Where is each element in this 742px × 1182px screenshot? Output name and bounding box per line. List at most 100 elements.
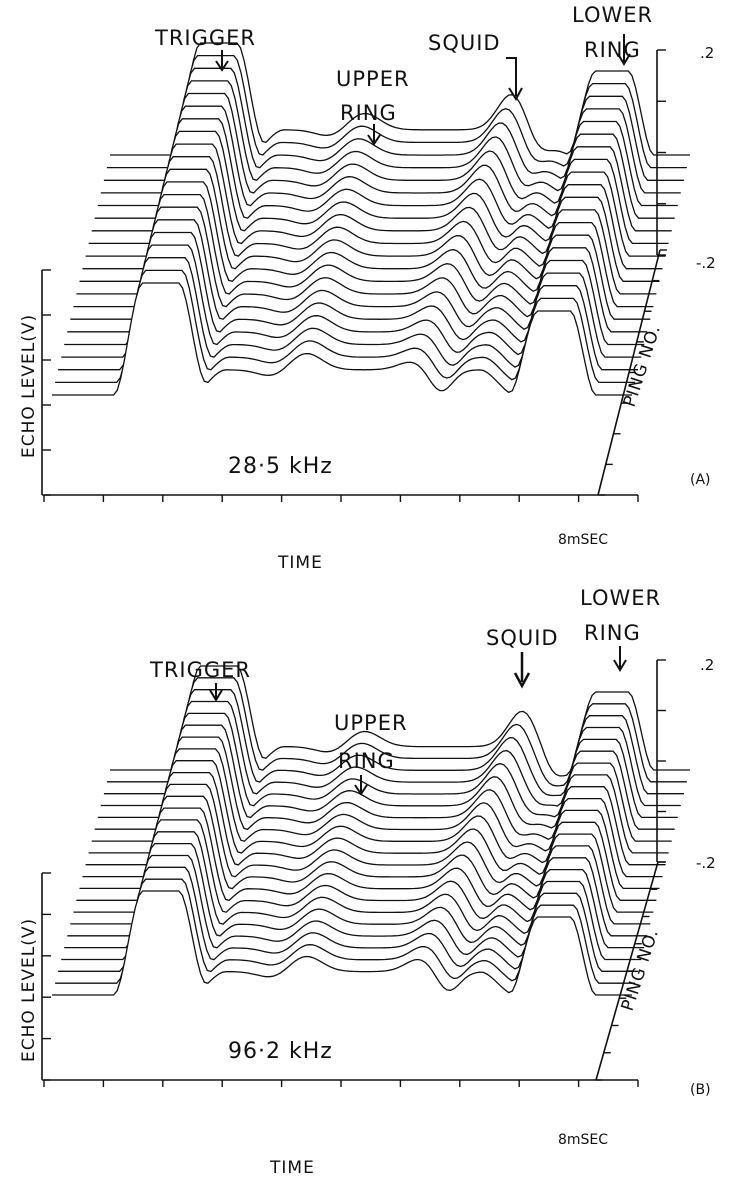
- upper-ring-arrow: [354, 775, 368, 796]
- ping-trace: [110, 42, 690, 156]
- y-axis-title: ECHO LEVEL(V): [19, 918, 39, 1062]
- y-axis-title: ECHO LEVEL(V): [19, 314, 39, 458]
- x-axis-title: TIME: [277, 553, 323, 573]
- squid-arrow: [506, 57, 523, 101]
- ping-trace: [91, 118, 672, 232]
- trace-mask: [82, 772, 663, 879]
- upper-ring-label: UPPER: [334, 711, 408, 735]
- ping-traces: [52, 42, 690, 397]
- y-tick-label: -.2: [696, 254, 716, 272]
- trace-mask: [110, 43, 690, 157]
- ping-trace: [61, 854, 642, 961]
- y-tick-label: .2: [700, 656, 714, 674]
- ping-trace: [85, 760, 666, 866]
- ping-trace: [94, 105, 675, 219]
- ping-trace: [88, 748, 669, 854]
- x-axis-end-label: 8mSEC: [558, 532, 608, 548]
- trigger-arrow: [215, 50, 229, 72]
- trigger-label: TRIGGER: [149, 658, 251, 682]
- trigger-arrow: [209, 683, 223, 702]
- ping-trace: [103, 67, 684, 181]
- trace-mask: [58, 257, 639, 372]
- ping-trace: [70, 819, 651, 925]
- trigger-label: TRIGGER: [154, 26, 256, 50]
- ping-trace: [97, 712, 678, 819]
- ping-trace: [61, 244, 642, 358]
- ping-trace: [88, 130, 669, 245]
- trace-mask: [64, 843, 645, 950]
- trace-mask: [55, 270, 636, 385]
- ping-trace: [58, 866, 639, 972]
- squid-arrow: [513, 652, 531, 689]
- trace-mask: [73, 194, 654, 309]
- upper-ring-label: UPPER: [336, 67, 410, 91]
- ping-trace: [64, 842, 645, 949]
- trace-mask: [61, 245, 642, 360]
- ping-trace: [73, 807, 654, 913]
- trace-mask: [64, 232, 645, 347]
- y-tick-label: .2: [700, 44, 714, 62]
- squid-label: SQUID: [486, 626, 559, 650]
- ping-trace: [106, 54, 687, 169]
- axes: [41, 659, 666, 1087]
- squid-label: SQUID: [428, 31, 501, 55]
- trace-mask: [67, 831, 648, 938]
- trace-mask: [61, 855, 642, 962]
- trace-mask: [70, 207, 651, 322]
- trace-mask: [91, 737, 672, 844]
- ping-trace: [76, 795, 657, 901]
- trace-mask: [85, 760, 666, 867]
- ping-trace: [82, 156, 663, 270]
- trace-mask: [76, 181, 657, 296]
- upper-ring-label: RING: [338, 749, 395, 773]
- trace-mask: [85, 144, 666, 259]
- ping-trace: [73, 193, 654, 308]
- ping-trace: [64, 231, 645, 346]
- panel-tag: (A): [690, 472, 711, 488]
- trace-mask: [94, 725, 675, 832]
- y-tick-label: -.2: [696, 854, 716, 872]
- ping-trace: [67, 831, 648, 937]
- lower-ring-label: LOWER: [580, 586, 661, 610]
- lower-ring-label: LOWER: [572, 3, 653, 27]
- trace-mask: [70, 819, 651, 926]
- trace-mask: [79, 169, 660, 284]
- trace-mask: [52, 891, 632, 997]
- trace-mask: [58, 867, 639, 974]
- ping-trace: [94, 724, 675, 830]
- trace-mask: [79, 784, 660, 891]
- ping-trace: [100, 700, 681, 807]
- trace-mask: [94, 106, 675, 221]
- ping-traces: [52, 665, 690, 997]
- upper-ring-label: RING: [340, 101, 397, 125]
- trace-mask: [55, 879, 636, 986]
- axes: [41, 49, 667, 502]
- trace-mask: [76, 796, 657, 903]
- lower-ring-arrow: [617, 34, 631, 66]
- ping-trace: [79, 168, 660, 282]
- ping-trace: [82, 771, 663, 878]
- trace-mask: [88, 131, 669, 246]
- trace-mask: [67, 219, 648, 334]
- trace-mask: [73, 808, 654, 915]
- trace-mask: [110, 666, 690, 776]
- ping-trace: [52, 890, 632, 996]
- ping-trace: [55, 269, 636, 384]
- trace-mask: [52, 283, 632, 397]
- frequency-label: 28·5 kHz: [228, 454, 333, 479]
- trace-mask: [91, 118, 672, 233]
- lower-ring-label: RING: [584, 38, 641, 62]
- trace-mask: [97, 713, 678, 820]
- ping-trace: [58, 257, 639, 371]
- trace-mask: [100, 701, 681, 808]
- lower-ring-label: RING: [584, 621, 641, 645]
- trace-mask: [82, 156, 663, 271]
- trace-mask: [106, 677, 687, 786]
- upper-ring-arrow: [367, 124, 381, 146]
- x-axis-title: TIME: [269, 1158, 315, 1178]
- ping-trace: [76, 181, 657, 295]
- trace-mask: [88, 748, 669, 855]
- trace-mask: [100, 80, 681, 195]
- ping-trace: [85, 143, 666, 257]
